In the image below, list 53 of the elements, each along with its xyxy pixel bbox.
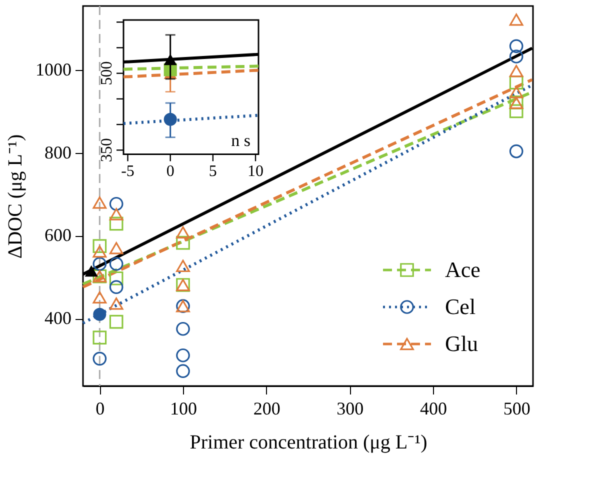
point (92, 245, 107, 258)
point (176, 236, 190, 250)
x-tick-label: 0 (96, 398, 105, 418)
point (176, 260, 190, 272)
point (509, 144, 524, 158)
point (109, 314, 124, 329)
x-tick-label: 400 (420, 398, 447, 418)
point (109, 280, 124, 294)
point (509, 39, 524, 54)
y-axis-title: ΔDOC (μg L⁻¹) (4, 134, 26, 259)
point (109, 242, 124, 254)
point (509, 50, 524, 64)
x-tick-label: 300 (336, 398, 364, 418)
point (109, 196, 124, 211)
point (92, 291, 107, 304)
point (109, 271, 124, 286)
point (509, 64, 524, 78)
point (509, 86, 524, 98)
x-axis-title: Primer concentration (μg L⁻¹) (190, 432, 428, 454)
point (92, 330, 107, 344)
point (109, 216, 124, 231)
point (109, 298, 124, 310)
point (92, 239, 107, 254)
x-tick-label: 100 (170, 398, 197, 418)
y-tick-label: 400 (44, 308, 72, 328)
point (92, 352, 107, 366)
legend-label: Glu (445, 331, 478, 356)
y-tick-label: 1000 (36, 60, 72, 80)
y-tick-label: 800 (44, 142, 72, 162)
point (92, 256, 107, 271)
x-tick-label: -5 (121, 163, 134, 180)
point (109, 208, 124, 220)
point (509, 76, 524, 90)
point (176, 364, 190, 378)
x-tick-label: 10 (248, 163, 264, 180)
point (84, 265, 98, 277)
y-tick-label: 350 (98, 138, 116, 162)
point (92, 196, 107, 209)
annotation: n s (231, 131, 250, 150)
legend-label: Ace (445, 257, 480, 282)
point (176, 348, 190, 362)
x-tick-label: 200 (253, 398, 280, 418)
point (509, 104, 524, 118)
x-tick-label: 5 (208, 163, 217, 180)
point (509, 14, 524, 26)
point (176, 322, 190, 336)
y-tick-label: 600 (44, 225, 72, 246)
point (176, 226, 190, 239)
legend-label: Cel (445, 294, 476, 319)
point (93, 308, 106, 321)
x-tick-label: 0 (166, 163, 174, 180)
x-tick-label: 500 (503, 398, 530, 418)
point (109, 256, 124, 271)
